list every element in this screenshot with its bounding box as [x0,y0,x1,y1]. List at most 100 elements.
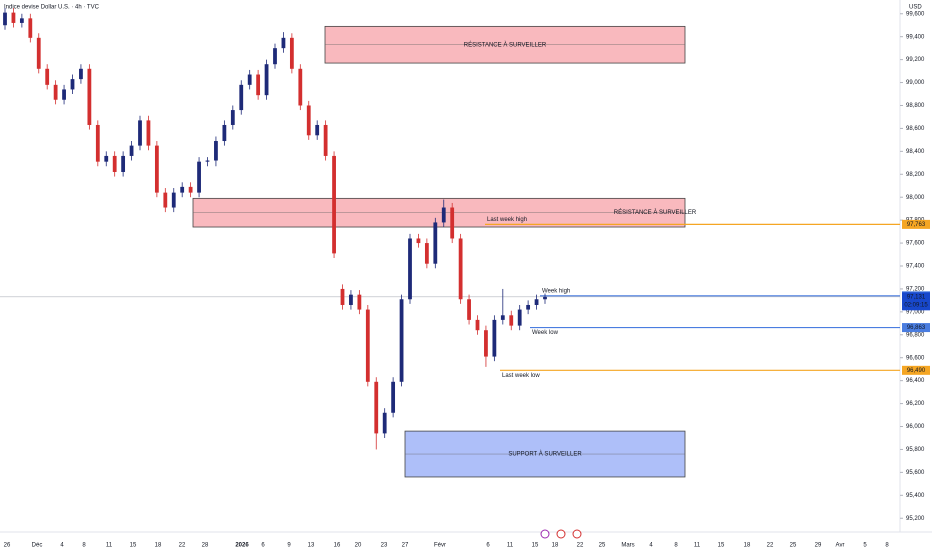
candle-body [467,299,471,320]
candle-body [306,105,311,136]
candle-body [433,222,438,264]
event-icon[interactable] [572,529,582,539]
candle-body [484,330,488,357]
x-tick-label: 9 [287,543,291,549]
candle-body [526,304,531,310]
y-tick-label: 98,400 [906,149,925,155]
x-tick-label: 6 [486,543,490,549]
y-tick-label: 97,200 [906,287,925,293]
event-icon[interactable] [556,529,566,539]
candle-body [256,74,261,96]
candle-body [264,64,269,96]
y-tick-label: 96,200 [906,401,925,407]
candle-body [500,315,505,320]
candle-body [171,192,176,208]
x-tick-label: 4 [649,543,653,549]
last-price-label: 97,131 [907,294,926,300]
x-tick-label: 8 [82,543,86,549]
last-price-tag [902,292,930,311]
candle-body [340,288,345,305]
x-tick-label: 20 [355,543,362,549]
candle-body [3,12,7,26]
x-tick-label: 18 [552,543,559,549]
y-tick-label: 96,600 [906,355,925,361]
x-tick-label: 22 [767,543,774,549]
x-tick-label: 29 [815,543,822,549]
x-tick-label: Févr [434,543,446,549]
level-tag [902,323,930,333]
candle-body [197,161,201,193]
y-tick-label: 97,400 [906,264,925,270]
candle-body [416,238,421,244]
candle-body [534,299,539,305]
x-tick-label: 4 [60,543,64,549]
y-tick-label: 99,400 [906,34,925,40]
candle-body [332,155,336,254]
x-tick-label: 8 [885,543,889,549]
event-icon[interactable] [540,529,550,539]
y-tick-label: 96,800 [906,332,925,338]
x-tick-label: 22 [179,543,186,549]
currency: USD [909,5,922,11]
y-tick-label: 98,200 [906,172,925,178]
candle-body [315,124,320,136]
candle-body [349,294,353,305]
candle-body [53,84,58,100]
candle-body [87,68,92,125]
candle-body [154,145,159,193]
level-tag [902,219,930,229]
x-tick-label: 15 [130,543,137,549]
candle-body [146,120,151,146]
y-tick-label: 99,600 [906,11,925,17]
candle-body [492,319,497,357]
candle-body [357,294,362,310]
candle-body [163,192,168,208]
candle-body [230,110,235,125]
x-tick-label: 13 [308,543,315,549]
countdown: 02:09:15 [904,302,928,308]
candle-body [273,48,277,65]
x-tick-label: 11 [106,543,113,549]
chart-title: Indice devise Dollar U.S. · 4h · TVC [4,5,100,11]
candle-body [45,68,50,85]
x-tick-label: 5 [863,543,867,549]
x-tick-label: 15 [532,543,539,549]
x-tick-label: 16 [334,543,341,549]
x-tick-label: 2026 [235,543,249,549]
y-tick-label: 95,800 [906,447,925,453]
x-tick-label: 25 [599,543,606,549]
candle-body [36,37,41,69]
y-tick-label: 99,200 [906,57,925,63]
x-tick-label: 26 [4,543,11,549]
candle-body [79,68,83,80]
candle-body [289,37,294,69]
level-name: Week high [542,288,570,294]
zone-label: RÉSISTANCE À SURVEILLER [614,209,697,216]
y-tick-label: 95,600 [906,470,925,476]
x-tick-label: 27 [402,543,409,549]
candle-body [281,37,286,49]
candle-body [365,309,370,382]
x-tick-label: 28 [202,543,209,549]
candle-body [95,124,100,162]
y-tick-label: 96,000 [906,424,925,430]
candle-body [450,207,455,239]
y-tick-label: 97,600 [906,241,925,247]
y-tick-label: 99,000 [906,80,925,86]
candle-body [298,68,303,106]
candle-body [399,299,404,382]
candle-body [239,84,244,111]
candle-body [517,309,522,326]
candle-body [323,124,328,156]
x-tick-label: 11 [507,543,514,549]
x-tick-label: 18 [155,543,162,549]
zone-label: SUPPORT À SURVEILLER [508,451,582,458]
x-tick-label: 23 [381,543,388,549]
candle-body [382,412,387,434]
x-tick-label: Avr [836,543,845,549]
level-tag-label: 96,490 [907,368,926,374]
y-tick-label: 98,600 [906,126,925,132]
candle-body [138,120,142,146]
candle-body [62,89,66,100]
